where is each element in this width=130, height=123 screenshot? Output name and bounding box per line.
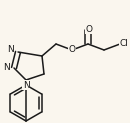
Text: N: N bbox=[7, 45, 13, 54]
Text: O: O bbox=[86, 24, 93, 33]
Text: O: O bbox=[69, 46, 76, 54]
Text: Cl: Cl bbox=[120, 39, 128, 48]
Text: N: N bbox=[23, 80, 29, 90]
Text: N: N bbox=[3, 63, 9, 72]
